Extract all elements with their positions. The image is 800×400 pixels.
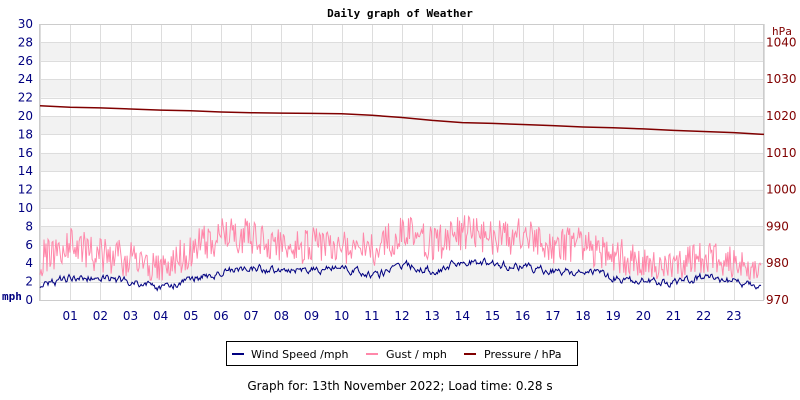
y-left-tick-label: 12 [18, 183, 33, 197]
plot-frame [39, 24, 764, 301]
legend-label-gust: Gust / mph [386, 348, 447, 361]
y-left-tick-label: 30 [18, 17, 33, 31]
y-left-tick-label: 18 [18, 127, 33, 141]
y-right-tick-label: 1000 [766, 183, 797, 197]
y-left-tick-label: 0 [25, 293, 33, 307]
x-tick-label: 11 [364, 309, 379, 323]
y-right-tick-label: 1030 [766, 72, 797, 86]
x-tick-label: 18 [575, 309, 590, 323]
y-right-tick-label: 1020 [766, 109, 797, 123]
y-left-tick-label: 2 [25, 275, 33, 289]
x-tick-label: 23 [726, 309, 741, 323]
x-tick-label: 06 [213, 309, 228, 323]
x-tick-label: 13 [425, 309, 440, 323]
y-right-tick-label: 980 [766, 256, 789, 270]
x-tick-label: 10 [334, 309, 349, 323]
x-tick-label: 14 [455, 309, 470, 323]
y-left-tick-label: 8 [25, 219, 33, 233]
y-left-tick-label: 16 [18, 146, 33, 160]
series-line-pressure [39, 104, 765, 136]
legend-label-pressure: Pressure / hPa [484, 348, 562, 361]
x-tick-label: 03 [123, 309, 138, 323]
series-line-gust [39, 214, 762, 281]
y-left-tick-label: 14 [18, 164, 33, 178]
left-axis-unit: mph [2, 290, 22, 303]
x-tick-label: 21 [666, 309, 681, 323]
x-tick-label: 17 [545, 309, 560, 323]
right-axis-unit: hPa [772, 25, 792, 38]
y-left-tick-label: 6 [25, 238, 33, 252]
x-tick-label: 16 [515, 309, 530, 323]
footer-load-value: 0.28 s [515, 379, 553, 393]
x-tick-label: 01 [63, 309, 78, 323]
y-right-tick-label: 970 [766, 293, 789, 307]
footer-graph-date: 13th November 2022; [312, 379, 445, 393]
y-left-tick-label: 22 [18, 91, 33, 105]
chart-title: Daily graph of Weather [327, 7, 473, 20]
y-right-tick-label: 990 [766, 219, 789, 233]
series-layer [39, 104, 765, 292]
legend-box [226, 341, 578, 366]
x-tick-label: 05 [183, 309, 198, 323]
x-tick-label: 04 [153, 309, 168, 323]
y-left-tick-label: 26 [18, 54, 33, 68]
x-tick-label: 22 [696, 309, 711, 323]
y-left-tick-label: 4 [25, 256, 33, 270]
x-tick-label: 12 [394, 309, 409, 323]
x-tick-label: 19 [606, 309, 621, 323]
footer-graph-label: Graph for: [247, 379, 309, 393]
y-left-tick-label: 24 [18, 72, 33, 86]
series-line-wind-speed [39, 257, 762, 292]
x-tick-label: 15 [485, 309, 500, 323]
right-axis-ticks: 970 980 990 1000 1010 1020 1030 1040 [766, 35, 797, 307]
legend: Wind Speed /mph Gust / mph Pressure / hP… [226, 341, 578, 366]
legend-label-wind-speed: Wind Speed /mph [251, 348, 349, 361]
y-right-tick-label: 1040 [766, 35, 797, 49]
y-left-tick-label: 28 [18, 35, 33, 49]
y-left-tick-label: 10 [18, 201, 33, 215]
x-tick-label: 07 [244, 309, 259, 323]
x-tick-label: 09 [304, 309, 319, 323]
y-left-tick-label: 20 [18, 109, 33, 123]
x-axis-ticks: 01 02 03 04 05 06 07 08 09 10 11 12 13 14 15 16 17 18 19 20… [63, 309, 742, 323]
x-tick-label: 02 [93, 309, 108, 323]
footer-load-label: Load time: [448, 379, 512, 393]
x-tick-label: 08 [274, 309, 289, 323]
y-right-tick-label: 1010 [766, 146, 797, 160]
footer-info: Graph for: 13th November 2022; Load time… [0, 379, 800, 393]
x-tick-label: 20 [636, 309, 651, 323]
